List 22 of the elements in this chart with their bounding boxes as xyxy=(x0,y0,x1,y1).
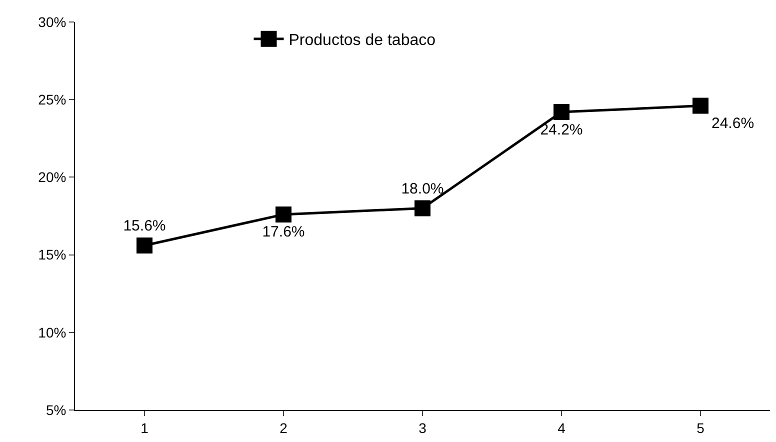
x-tick-label: 3 xyxy=(418,420,427,436)
legend-label: Productos de tabaco xyxy=(288,32,436,50)
x-tick-label: 5 xyxy=(696,420,705,436)
y-tick-label: 10% xyxy=(38,324,66,340)
data-label: 24.6% xyxy=(712,115,754,132)
y-tick-label: 20% xyxy=(38,169,66,186)
point xyxy=(554,104,570,120)
y-tick-label: 30% xyxy=(38,14,66,30)
data-label: 17.6% xyxy=(262,224,305,241)
x-tick-label: 1 xyxy=(140,420,149,436)
x-tick-label: 2 xyxy=(280,420,288,436)
point xyxy=(414,200,430,216)
point xyxy=(136,237,152,254)
x-tick-label: 4 xyxy=(558,420,566,436)
data-label: 24.2% xyxy=(540,121,583,138)
y-tick-label: 25% xyxy=(38,92,66,108)
point xyxy=(692,98,708,114)
data-label: 15.6% xyxy=(123,218,166,235)
data-label: 18.0% xyxy=(401,180,444,198)
point xyxy=(276,206,292,222)
y-tick-label: 5% xyxy=(46,402,66,418)
y-tick-label: 15% xyxy=(38,246,66,263)
